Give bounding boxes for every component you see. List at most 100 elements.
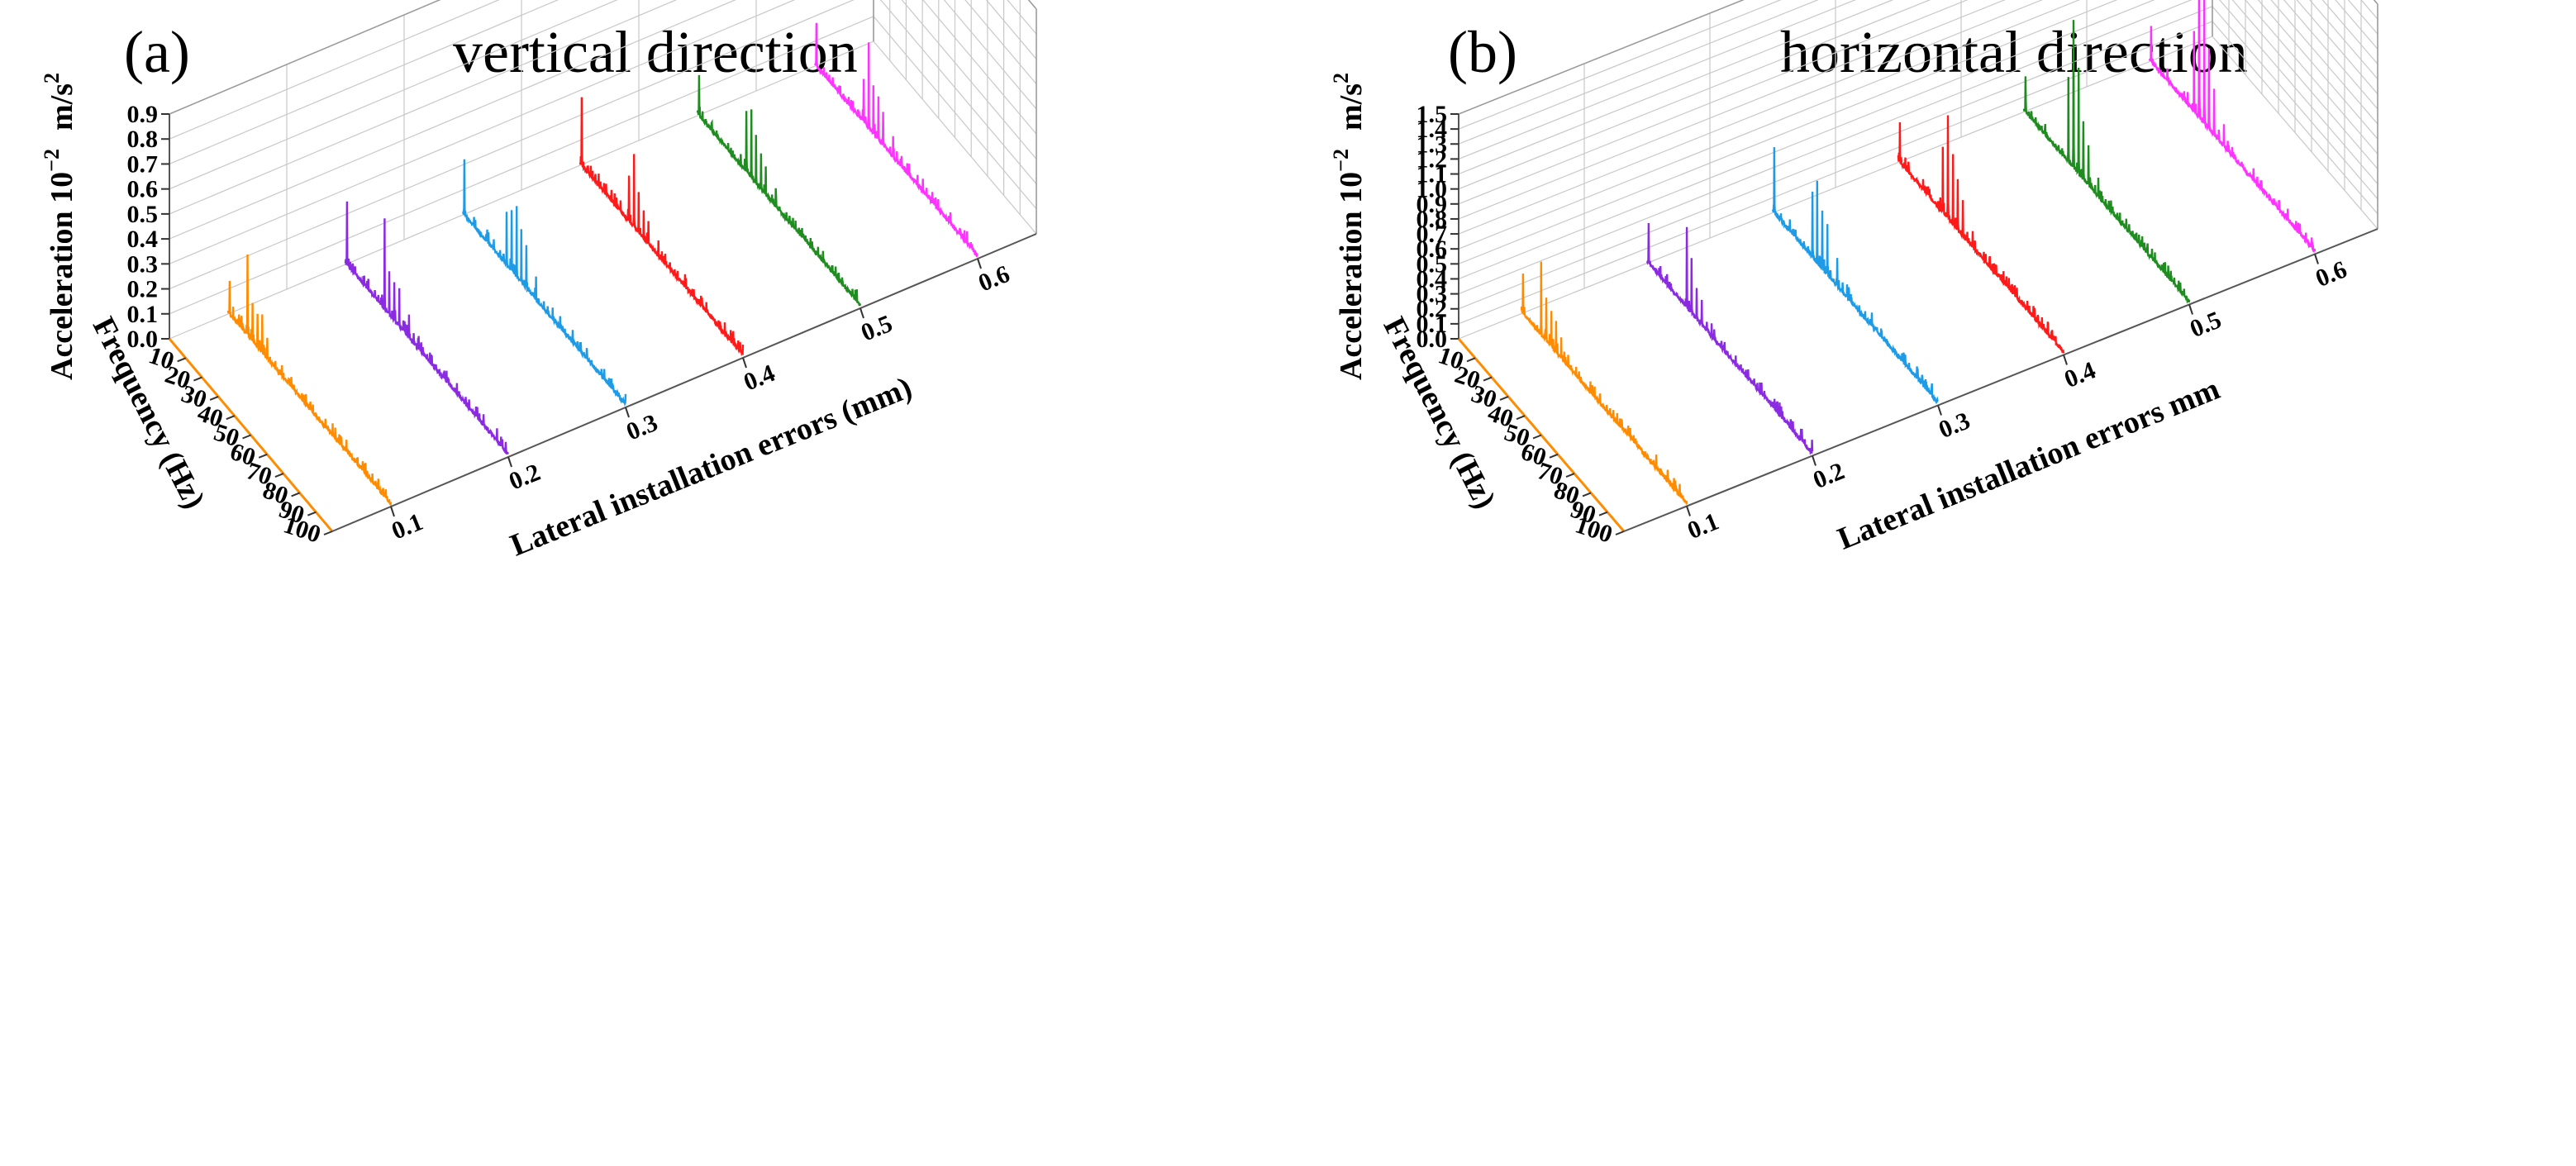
- back-wall-gridline: [1458, 0, 2006, 220]
- back-wall-gridline: [1458, 0, 1782, 130]
- z-tick-label: 0.1: [1417, 311, 1448, 338]
- y-axis-tick: [1466, 357, 1476, 363]
- z-tick-label: 1.1: [1417, 161, 1448, 188]
- spectrum-series-0.3: [462, 159, 627, 407]
- z-tick-label: 1.3: [1417, 131, 1448, 158]
- back-wall-gridline: [1458, 0, 1857, 159]
- back-wall-gridline: [1458, 6, 2213, 310]
- back-wall-gridline: [1458, 36, 2213, 340]
- x-axis-tick: [742, 357, 747, 369]
- back-wall-gridline: [1458, 0, 2155, 280]
- side-wall-gridline: [901, 0, 1037, 159]
- x-axis-line: [331, 233, 1037, 532]
- spectrum-series-0.6: [2148, 0, 2316, 254]
- y-tick-label: 100: [1572, 511, 1616, 548]
- back-wall-gridline: [1458, 0, 1931, 190]
- z-tick-label: 0.2: [1417, 296, 1448, 323]
- y-axis-tick: [274, 473, 284, 478]
- z-tick-label: 0.9: [1417, 191, 1448, 218]
- side-wall-gridline: [964, 0, 1037, 85]
- chart-panel-a: 0.00.10.20.30.40.50.60.70.80.91020304050…: [40, 0, 1037, 564]
- side-wall-gridline: [985, 0, 1037, 59]
- back-wall-gridline: [1458, 0, 1969, 205]
- y-axis-tick: [307, 511, 317, 516]
- back-wall-gridline: [169, 0, 618, 190]
- side-wall-gridline: [2245, 0, 2378, 155]
- x-axis-label: Lateral installation errors mm: [1833, 372, 2225, 557]
- x-axis-tick: [1937, 405, 1942, 416]
- y-axis-tick: [226, 415, 236, 421]
- z-tick-label: 0.0: [1417, 326, 1448, 353]
- side-wall-gridline: [2212, 36, 2378, 230]
- z-tick-label: 1.2: [1417, 145, 1448, 173]
- z-tick-label: 0.7: [127, 150, 159, 178]
- y-axis-tick: [1549, 453, 1559, 459]
- y-axis-tick: [177, 357, 187, 363]
- side-wall-gridline: [2347, 0, 2378, 35]
- spectrum-series-0.3: [1771, 147, 1939, 405]
- z-tick-label: 1.5: [1417, 101, 1448, 128]
- y-axis-tick: [1582, 492, 1592, 497]
- back-wall-gridline: [1458, 0, 2193, 295]
- z-tick-label: 0.5: [127, 201, 159, 228]
- z-tick-label: 0.6: [127, 176, 159, 203]
- x-axis-line: [1623, 228, 2378, 532]
- z-tick-label: 0.9: [127, 101, 159, 128]
- z-tick-label: 0.1: [127, 301, 159, 328]
- z-axis-label-exponent: −2: [40, 149, 64, 172]
- spectrum-series-0.4: [1897, 115, 2065, 354]
- x-axis-label: Lateral installation errors (mm): [506, 370, 917, 564]
- spectrum-series-0.6: [814, 22, 978, 258]
- x-axis-tick: [1686, 506, 1691, 516]
- z-axis-label-unit-exponent: 2: [40, 73, 64, 83]
- back-wall-gridline: [169, 0, 678, 215]
- z-axis-label-exponent: −2: [1329, 149, 1353, 172]
- side-wall-gridline: [2270, 0, 2378, 125]
- x-axis-tick: [390, 506, 395, 517]
- spectrum-series-0.2: [344, 201, 509, 455]
- side-wall-gridline: [2283, 0, 2378, 110]
- side-wall-gridline: [1007, 0, 1037, 35]
- z-tick-label: 0.8: [127, 126, 159, 153]
- side-wall-gridline: [2219, 0, 2378, 184]
- z-tick-label: 0.7: [1417, 221, 1448, 248]
- y-axis-tick: [1598, 511, 1608, 516]
- back-wall-gridline: [169, 40, 874, 340]
- y-axis-tick: [258, 453, 268, 459]
- panel-a-letter: (a): [124, 19, 190, 85]
- y-axis-tick: [1615, 531, 1625, 535]
- y-axis-tick: [242, 434, 251, 440]
- spectrum-series-0.2: [1645, 222, 1814, 455]
- z-axis-label-main: Acceleration 10: [45, 172, 79, 380]
- back-wall-gridline: [169, 0, 796, 264]
- z-tick-label: 0.8: [1417, 206, 1448, 233]
- x-axis-tick: [2063, 355, 2068, 365]
- back-wall-gridline: [169, 0, 559, 164]
- side-wall-gridline: [2309, 0, 2378, 80]
- back-wall-gridline: [169, 0, 736, 240]
- side-wall-gridline: [2212, 21, 2378, 215]
- y-axis-tick: [1532, 434, 1542, 440]
- y-axis-tick: [1516, 415, 1526, 421]
- spectrum-series-0.1: [1520, 261, 1688, 506]
- z-tick-label: 0.6: [1417, 236, 1448, 263]
- back-wall-gridline: [1458, 0, 2043, 235]
- box-frame-edge: [169, 0, 441, 115]
- back-wall-gridline: [169, 0, 855, 290]
- x-axis-tick: [977, 258, 982, 269]
- z-axis-label-unit: m/s: [1334, 83, 1369, 131]
- side-wall-gridline: [922, 0, 1037, 135]
- chart-panel-b: 0.00.10.20.30.40.50.60.70.80.91.01.11.21…: [1329, 0, 2378, 557]
- back-wall-gridline: [1458, 0, 2081, 250]
- side-wall-gridline: [2257, 0, 2378, 140]
- z-tick-label: 0.3: [127, 250, 159, 278]
- x-axis-tick: [2314, 254, 2319, 264]
- back-wall-gridline: [1458, 21, 2213, 325]
- side-wall-gridline: [880, 0, 1037, 184]
- spectrum-series-0.4: [579, 97, 745, 357]
- z-tick-label: 0.5: [1417, 250, 1448, 278]
- z-tick-label: 0.2: [127, 276, 159, 303]
- x-axis-tick: [2188, 304, 2193, 315]
- side-wall-gridline: [873, 16, 1037, 210]
- side-wall-gridline: [2296, 0, 2378, 95]
